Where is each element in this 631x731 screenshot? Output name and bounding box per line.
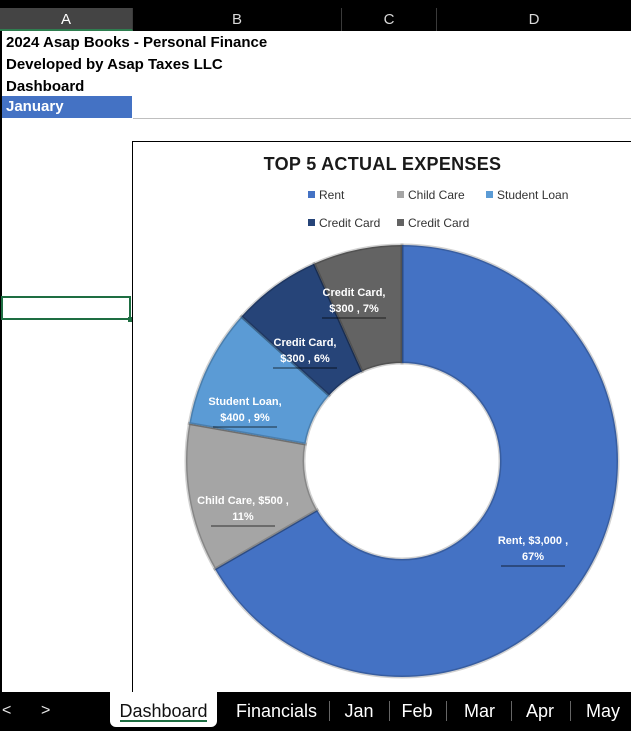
legend-swatch: [308, 219, 315, 226]
data-label: Rent, $3,000 , 67%: [498, 535, 568, 567]
legend-label: Rent: [319, 188, 345, 202]
data-label: Student Loan, $400 , 9%: [208, 396, 282, 428]
row-divider: [133, 118, 631, 119]
legend-swatch: [397, 191, 404, 198]
tab-may[interactable]: May: [585, 701, 620, 721]
prev-sheet-button[interactable]: <: [2, 702, 12, 719]
legend-swatch: [486, 191, 493, 198]
data-label: Credit Card, $300 , 6%: [273, 337, 337, 369]
tab-separator: [389, 701, 390, 721]
column-header-c[interactable]: C: [342, 8, 437, 31]
legend-label: Child Care: [408, 188, 465, 202]
legend-item-credit-card-2: Credit Card: [397, 216, 469, 230]
tab-separator: [570, 701, 571, 721]
column-header-d[interactable]: D: [528, 11, 540, 28]
donut-chart: Rent, $3,000 , 67% Child Care, $500 , 11% St…: [184, 243, 620, 679]
tab-dashboard[interactable]: Dashboard: [110, 692, 217, 727]
legend-swatch: [397, 219, 404, 226]
row-header-strip: [0, 31, 2, 692]
column-header-b[interactable]: B: [133, 8, 342, 31]
cell-a1[interactable]: 2024 Asap Books - Personal Finance: [6, 34, 268, 51]
fill-handle[interactable]: [128, 317, 133, 322]
chart-area[interactable]: TOP 5 ACTUAL EXPENSES Rent Child Care St…: [132, 141, 631, 694]
data-label-text: Rent, $3,000 ,: [498, 535, 568, 547]
tab-apr[interactable]: Apr: [525, 701, 554, 721]
cell-a3[interactable]: Dashboard: [6, 78, 85, 95]
data-label-text: $400 , 9%: [220, 412, 270, 424]
next-sheet-button[interactable]: >: [41, 702, 51, 719]
donut-slice[interactable]: [184, 421, 320, 572]
legend-swatch: [308, 191, 315, 198]
column-header-bar: A B C D: [0, 0, 631, 31]
tab-feb[interactable]: Feb: [401, 701, 433, 721]
tab-jan[interactable]: Jan: [344, 701, 374, 721]
data-label-text: Child Care, $500 ,: [197, 495, 289, 507]
donut-slice[interactable]: [212, 243, 620, 679]
cell-a2[interactable]: Developed by Asap Taxes LLC: [6, 56, 223, 73]
legend-label: Student Loan: [497, 188, 569, 202]
legend-item-child-care: Child Care: [397, 188, 465, 202]
legend-item-rent: Rent: [308, 188, 344, 202]
donut-slice[interactable]: [239, 261, 365, 398]
tab-mar[interactable]: Mar: [464, 701, 495, 721]
active-cell-selection[interactable]: [1, 296, 131, 320]
cell-a4-fill[interactable]: [2, 96, 132, 118]
legend-label: Credit Card: [319, 216, 381, 230]
donut-slice[interactable]: [312, 243, 404, 374]
data-label: Credit Card, $300 , 7%: [322, 287, 386, 319]
column-header-a[interactable]: A: [0, 8, 133, 31]
chart-title: TOP 5 ACTUAL EXPENSES: [263, 154, 502, 174]
legend-item-student-loan: Student Loan: [486, 188, 568, 202]
tab-separator: [329, 701, 330, 721]
data-label-text: Credit Card,: [323, 287, 386, 299]
sheet-tab-bar: < > Dashboard Financials Jan Feb Mar Apr…: [0, 692, 631, 731]
legend-item-credit-card-1: Credit Card: [308, 216, 380, 230]
data-label-text: $300 , 6%: [280, 353, 330, 365]
tab-financials[interactable]: Financials: [235, 701, 318, 721]
data-label-text: 67%: [522, 551, 544, 563]
data-label-text: Student Loan,: [208, 396, 281, 408]
data-label: Child Care, $500 , 11%: [197, 495, 289, 527]
legend-label: Credit Card: [408, 216, 470, 230]
data-label-text: $300 , 7%: [329, 303, 379, 315]
cell-a4[interactable]: January: [6, 98, 64, 115]
donut-slice[interactable]: [187, 314, 332, 446]
tab-separator: [511, 701, 512, 721]
data-label-text: 11%: [232, 511, 254, 523]
tab-separator: [446, 701, 447, 721]
data-label-text: Credit Card,: [274, 337, 337, 349]
